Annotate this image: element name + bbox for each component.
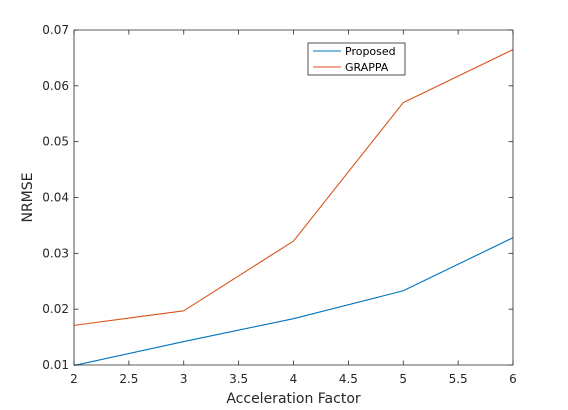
x-tick-label: 5.5 [449,372,468,386]
y-tick-label: 0.01 [42,358,69,372]
x-axis-title: Acceleration Factor [226,391,361,407]
x-tick-label: 5 [399,372,407,386]
legend-label-grappa: GRAPPA [345,61,389,74]
legend-box [307,42,406,76]
legend-items: Proposed GRAPPA [313,45,396,74]
x-tick-label: 4.5 [339,372,358,386]
plot-area [74,30,513,365]
x-tick-label: 2 [70,372,78,386]
legend: Proposed GRAPPA [307,42,406,76]
legend-label-proposed: Proposed [345,45,396,58]
y-tick-label: 0.04 [42,191,69,205]
series-layer [73,49,514,367]
y-tick-label: 0.07 [42,23,69,37]
series-line-grappa [73,49,514,326]
x-tick-label: 2.5 [119,372,138,386]
x-tick-label: 6 [509,372,517,386]
x-tick-label: 3 [180,372,188,386]
y-tick-label: 0.06 [42,79,69,93]
axes-layer: 2 2.5 3 3.5 4 4.5 5 5.5 6 0.01 0.02 0.03 0.04 0.05 0.0… [42,23,517,386]
y-tick-label: 0.03 [42,246,69,260]
x-tick-label: 4 [290,372,298,386]
x-tick-label: 3.5 [229,372,248,386]
y-tick-label: 0.05 [42,135,69,149]
series-line-proposed [73,237,514,367]
y-tick-label: 0.02 [42,302,69,316]
y-axis-title: NRMSE [20,172,36,222]
